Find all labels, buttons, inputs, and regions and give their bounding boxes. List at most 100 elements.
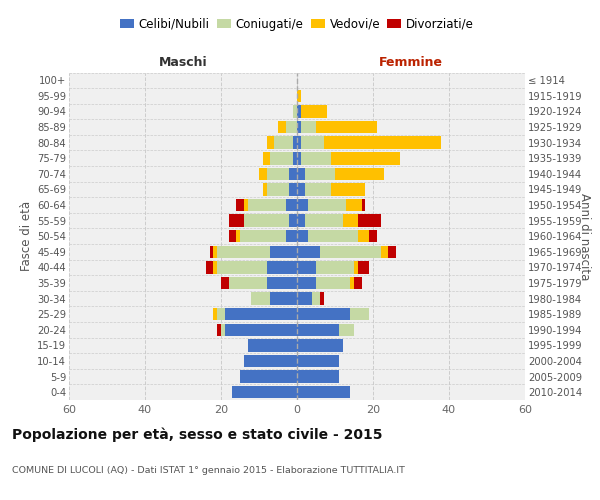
Bar: [323, 136, 442, 149]
Bar: [354, 277, 362, 289]
Bar: [380, 246, 388, 258]
Bar: [297, 324, 339, 336]
Bar: [316, 261, 354, 274]
Bar: [346, 199, 362, 211]
Bar: [339, 324, 354, 336]
Bar: [214, 308, 217, 320]
Bar: [358, 230, 369, 242]
Bar: [225, 324, 297, 336]
Bar: [308, 230, 358, 242]
Bar: [206, 261, 214, 274]
Bar: [354, 261, 358, 274]
Bar: [209, 246, 214, 258]
Bar: [297, 121, 301, 134]
Bar: [225, 308, 297, 320]
Y-axis label: Fasce di età: Fasce di età: [20, 201, 33, 272]
Bar: [305, 183, 331, 196]
Bar: [331, 183, 365, 196]
Bar: [331, 152, 400, 164]
Bar: [251, 292, 271, 305]
Bar: [305, 168, 335, 180]
Text: Femmine: Femmine: [379, 56, 443, 70]
Bar: [312, 292, 320, 305]
Bar: [229, 214, 244, 227]
Bar: [320, 292, 323, 305]
Bar: [221, 324, 225, 336]
Bar: [266, 277, 297, 289]
Bar: [286, 199, 297, 211]
Bar: [297, 386, 350, 398]
Bar: [214, 261, 217, 274]
Bar: [297, 246, 320, 258]
Bar: [308, 199, 346, 211]
Bar: [266, 168, 289, 180]
Text: COMUNE DI LUCOLI (AQ) - Dati ISTAT 1° gennaio 2015 - Elaborazione TUTTITALIA.IT: COMUNE DI LUCOLI (AQ) - Dati ISTAT 1° ge…: [12, 466, 405, 475]
Bar: [297, 199, 308, 211]
Bar: [301, 106, 328, 118]
Bar: [301, 152, 331, 164]
Bar: [305, 214, 343, 227]
Bar: [297, 370, 339, 383]
Bar: [293, 152, 297, 164]
Bar: [221, 277, 229, 289]
Bar: [362, 199, 365, 211]
Bar: [297, 292, 312, 305]
Bar: [293, 136, 297, 149]
Bar: [217, 308, 225, 320]
Bar: [350, 308, 369, 320]
Text: Maschi: Maschi: [158, 56, 208, 70]
Bar: [293, 106, 297, 118]
Bar: [286, 230, 297, 242]
Bar: [358, 261, 369, 274]
Bar: [297, 308, 350, 320]
Bar: [369, 230, 377, 242]
Bar: [297, 183, 305, 196]
Bar: [297, 339, 343, 351]
Bar: [263, 183, 266, 196]
Bar: [278, 121, 286, 134]
Bar: [320, 246, 380, 258]
Legend: Celibi/Nubili, Coniugati/e, Vedovi/e, Divorziati/e: Celibi/Nubili, Coniugati/e, Vedovi/e, Di…: [115, 13, 479, 36]
Bar: [297, 168, 305, 180]
Bar: [297, 277, 316, 289]
Bar: [358, 214, 380, 227]
Bar: [388, 246, 396, 258]
Bar: [297, 261, 316, 274]
Bar: [297, 136, 301, 149]
Bar: [217, 246, 271, 258]
Bar: [259, 168, 266, 180]
Bar: [335, 168, 385, 180]
Bar: [343, 214, 358, 227]
Bar: [301, 136, 323, 149]
Bar: [266, 261, 297, 274]
Bar: [236, 230, 240, 242]
Bar: [271, 246, 297, 258]
Bar: [263, 152, 271, 164]
Bar: [229, 277, 266, 289]
Bar: [240, 230, 286, 242]
Bar: [274, 136, 293, 149]
Bar: [289, 214, 297, 227]
Y-axis label: Anni di nascita: Anni di nascita: [578, 192, 591, 280]
Bar: [350, 277, 354, 289]
Bar: [271, 292, 297, 305]
Bar: [244, 355, 297, 367]
Text: Popolazione per età, sesso e stato civile - 2015: Popolazione per età, sesso e stato civil…: [12, 428, 383, 442]
Bar: [297, 214, 305, 227]
Bar: [266, 183, 289, 196]
Bar: [244, 214, 289, 227]
Bar: [289, 168, 297, 180]
Bar: [217, 261, 266, 274]
Bar: [297, 106, 301, 118]
Bar: [297, 152, 301, 164]
Bar: [316, 277, 350, 289]
Bar: [297, 355, 339, 367]
Bar: [217, 324, 221, 336]
Bar: [289, 183, 297, 196]
Bar: [301, 121, 316, 134]
Bar: [236, 199, 244, 211]
Bar: [297, 230, 308, 242]
Bar: [248, 339, 297, 351]
Bar: [214, 246, 217, 258]
Bar: [240, 370, 297, 383]
